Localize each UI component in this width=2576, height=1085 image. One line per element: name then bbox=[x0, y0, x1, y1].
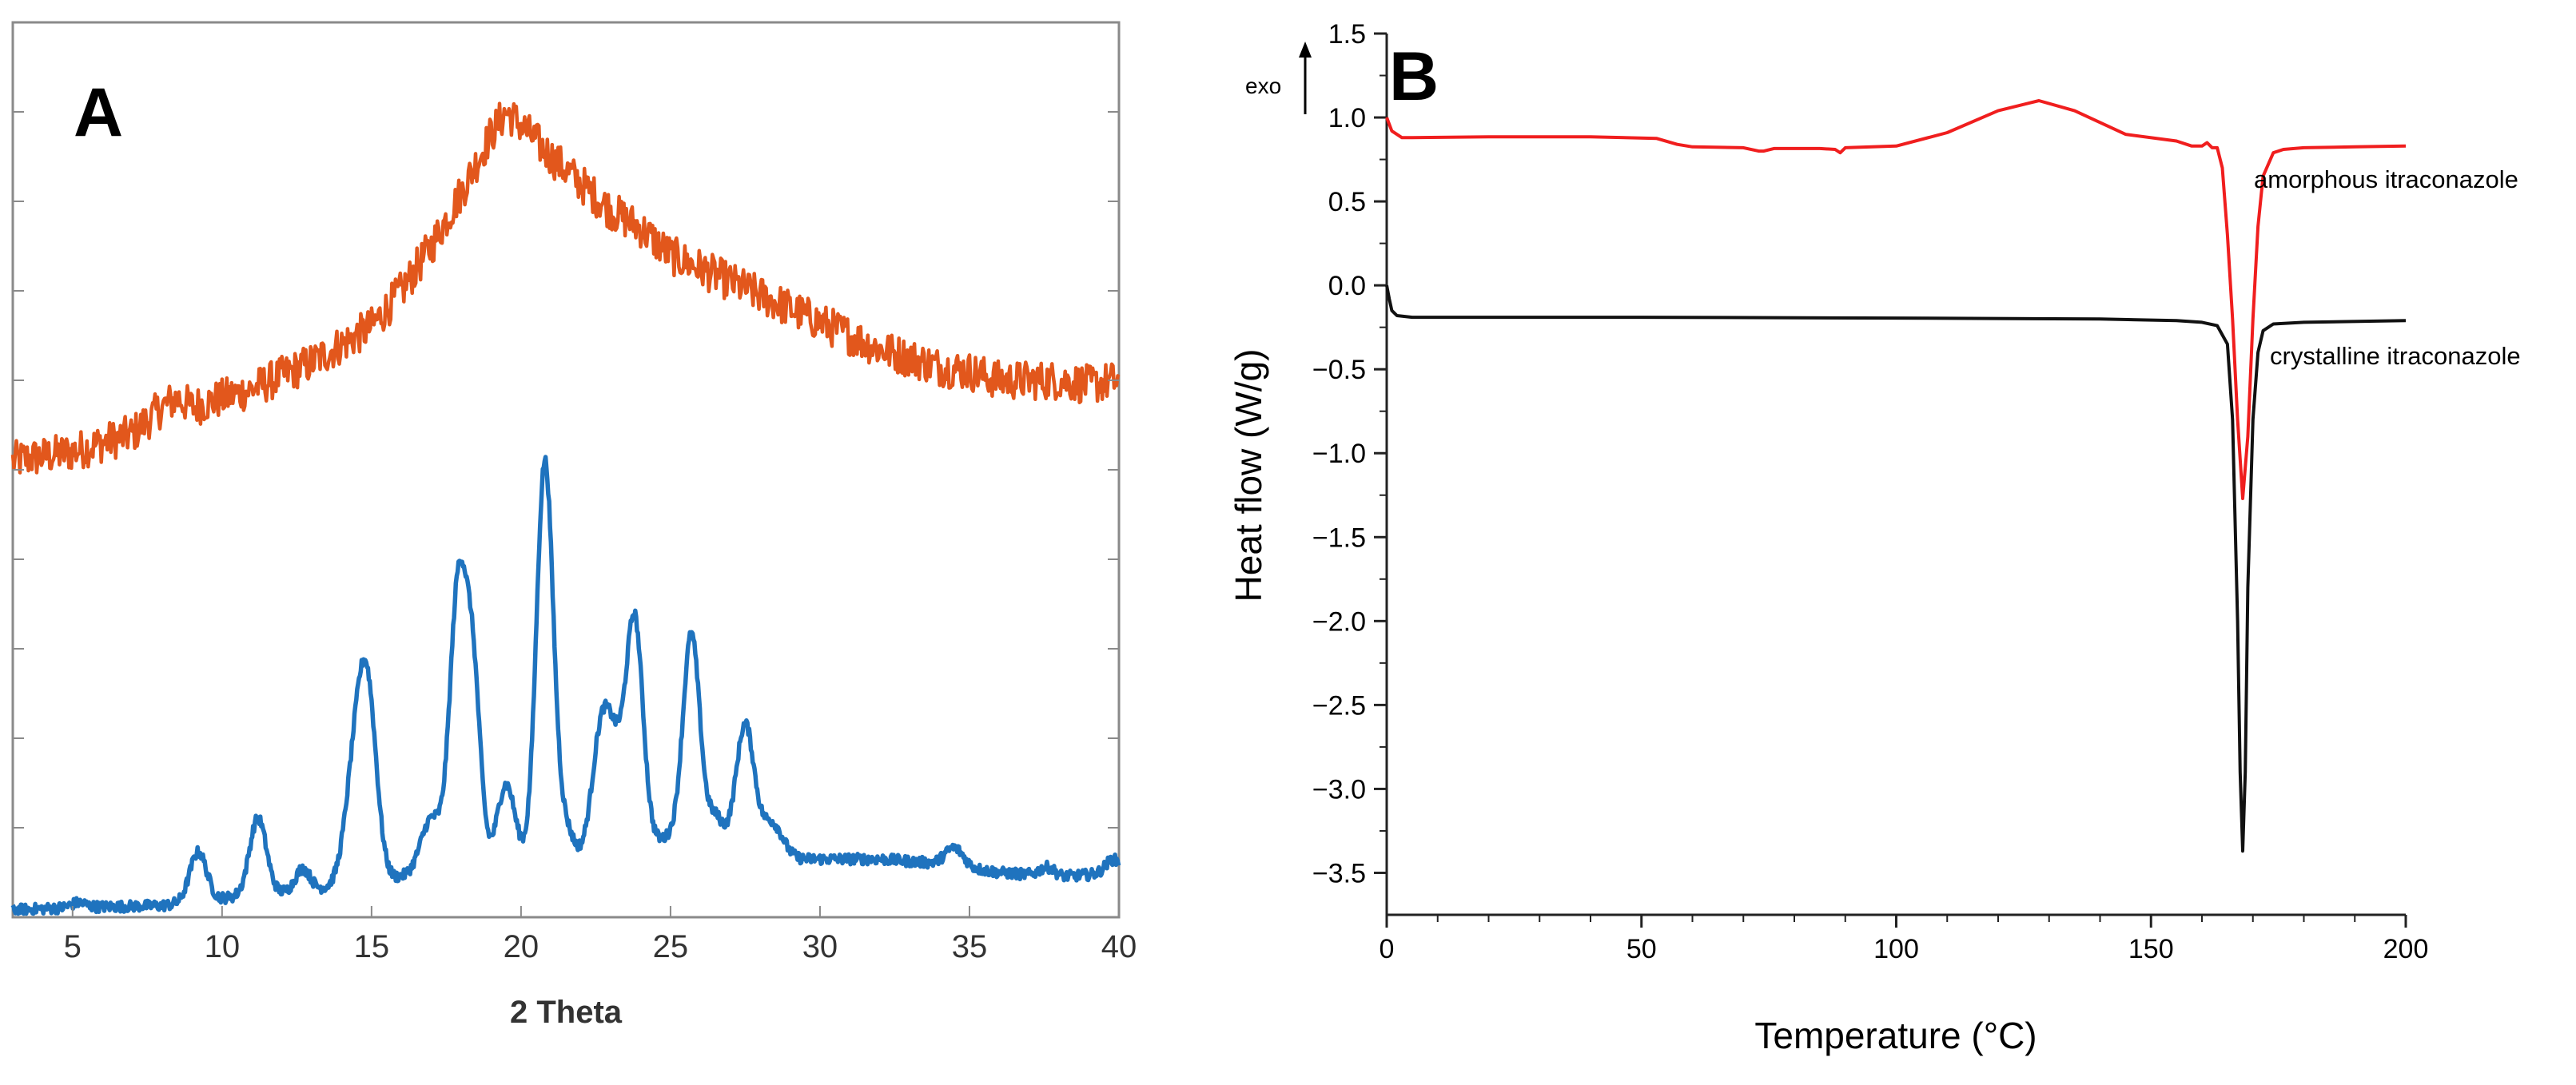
panel-b-dsc-chart: 0 50 100 150 200 1.5 1.0 0.5 0.0 −0.5 −1.0 −1.5 −2.0… bbox=[1228, 19, 2521, 1056]
panel-b-series-crystalline bbox=[1385, 284, 2407, 853]
panel-a-series-group bbox=[10, 101, 1121, 916]
panel-a-x-tick-label: 15 bbox=[354, 929, 390, 964]
panel-a-x-tick-label: 30 bbox=[802, 929, 838, 964]
panel-b-y-axis-label: Heat flow (W/g) bbox=[1228, 349, 1269, 602]
panel-b-y-tick-label: 1.5 bbox=[1328, 19, 1366, 50]
panel-a-x-tick-label: 40 bbox=[1101, 929, 1137, 964]
panel-b-y-tick-label: −3.5 bbox=[1312, 858, 1366, 888]
panel-b-y-tick-label: −2.0 bbox=[1312, 606, 1366, 637]
panel-a-x-tick-label: 35 bbox=[952, 929, 988, 964]
panel-a-x-tick-label: 20 bbox=[504, 929, 539, 964]
panel-b-y-tick-label: −1.0 bbox=[1312, 439, 1366, 469]
panel-a-label: A bbox=[74, 74, 123, 151]
panel-b-series-group bbox=[1385, 99, 2407, 853]
panel-a-x-tick-label: 25 bbox=[653, 929, 689, 964]
panel-b-x-tick-label: 150 bbox=[2128, 934, 2174, 964]
panel-b-label-crystalline: crystalline itraconazole bbox=[2270, 342, 2521, 370]
panel-b-x-tick-label: 0 bbox=[1380, 934, 1395, 964]
panel-b-y-tick-label: 0.0 bbox=[1328, 271, 1366, 301]
panel-b-series-amorphous bbox=[1385, 99, 2407, 500]
panel-a-axis-ticks: 5 10 15 20 25 30 35 40 bbox=[13, 111, 1137, 964]
panel-a-x-tick-label: 10 bbox=[205, 929, 241, 964]
exo-arrow-icon bbox=[1299, 42, 1312, 114]
panel-b-y-tick-label: −3.0 bbox=[1312, 774, 1366, 805]
panel-b-y-tick-label: −0.5 bbox=[1312, 355, 1366, 385]
panel-b-x-tick-label: 100 bbox=[1873, 934, 1919, 964]
panel-b-x-tick-label: 50 bbox=[1626, 934, 1657, 964]
panel-a-plot-frame bbox=[11, 21, 1121, 919]
panel-b-axis-ticks: 0 50 100 150 200 1.5 1.0 0.5 0.0 −0.5 −1.0 −1.5 −2.0… bbox=[1312, 19, 2428, 964]
panel-b-y-tick-label: 1.0 bbox=[1328, 103, 1366, 133]
panel-b-label: B bbox=[1389, 38, 1439, 115]
panel-b-series-labels: amorphous itraconazole crystalline itraco… bbox=[2254, 165, 2521, 370]
panel-a-series-amorphous bbox=[10, 101, 1121, 475]
panel-b-x-tick-label: 200 bbox=[2383, 934, 2429, 964]
panel-b-label-amorphous: amorphous itraconazole bbox=[2254, 165, 2518, 193]
panel-b-x-axis-label: Temperature (°C) bbox=[1754, 1015, 2037, 1056]
panel-a-xrd-chart: 5 10 15 20 25 30 35 40 A 2 Theta bbox=[10, 21, 1137, 1030]
panel-b-y-tick-label: 0.5 bbox=[1328, 187, 1366, 217]
panel-a-series-crystalline bbox=[10, 455, 1121, 916]
panel-b-y-tick-label: −2.5 bbox=[1312, 690, 1366, 721]
panel-a-x-axis-label: 2 Theta bbox=[510, 995, 623, 1030]
panel-b-exo-label: exo bbox=[1245, 74, 1281, 98]
panel-a-x-tick-label: 5 bbox=[64, 929, 82, 964]
panel-b-y-tick-label: −1.5 bbox=[1312, 523, 1366, 553]
